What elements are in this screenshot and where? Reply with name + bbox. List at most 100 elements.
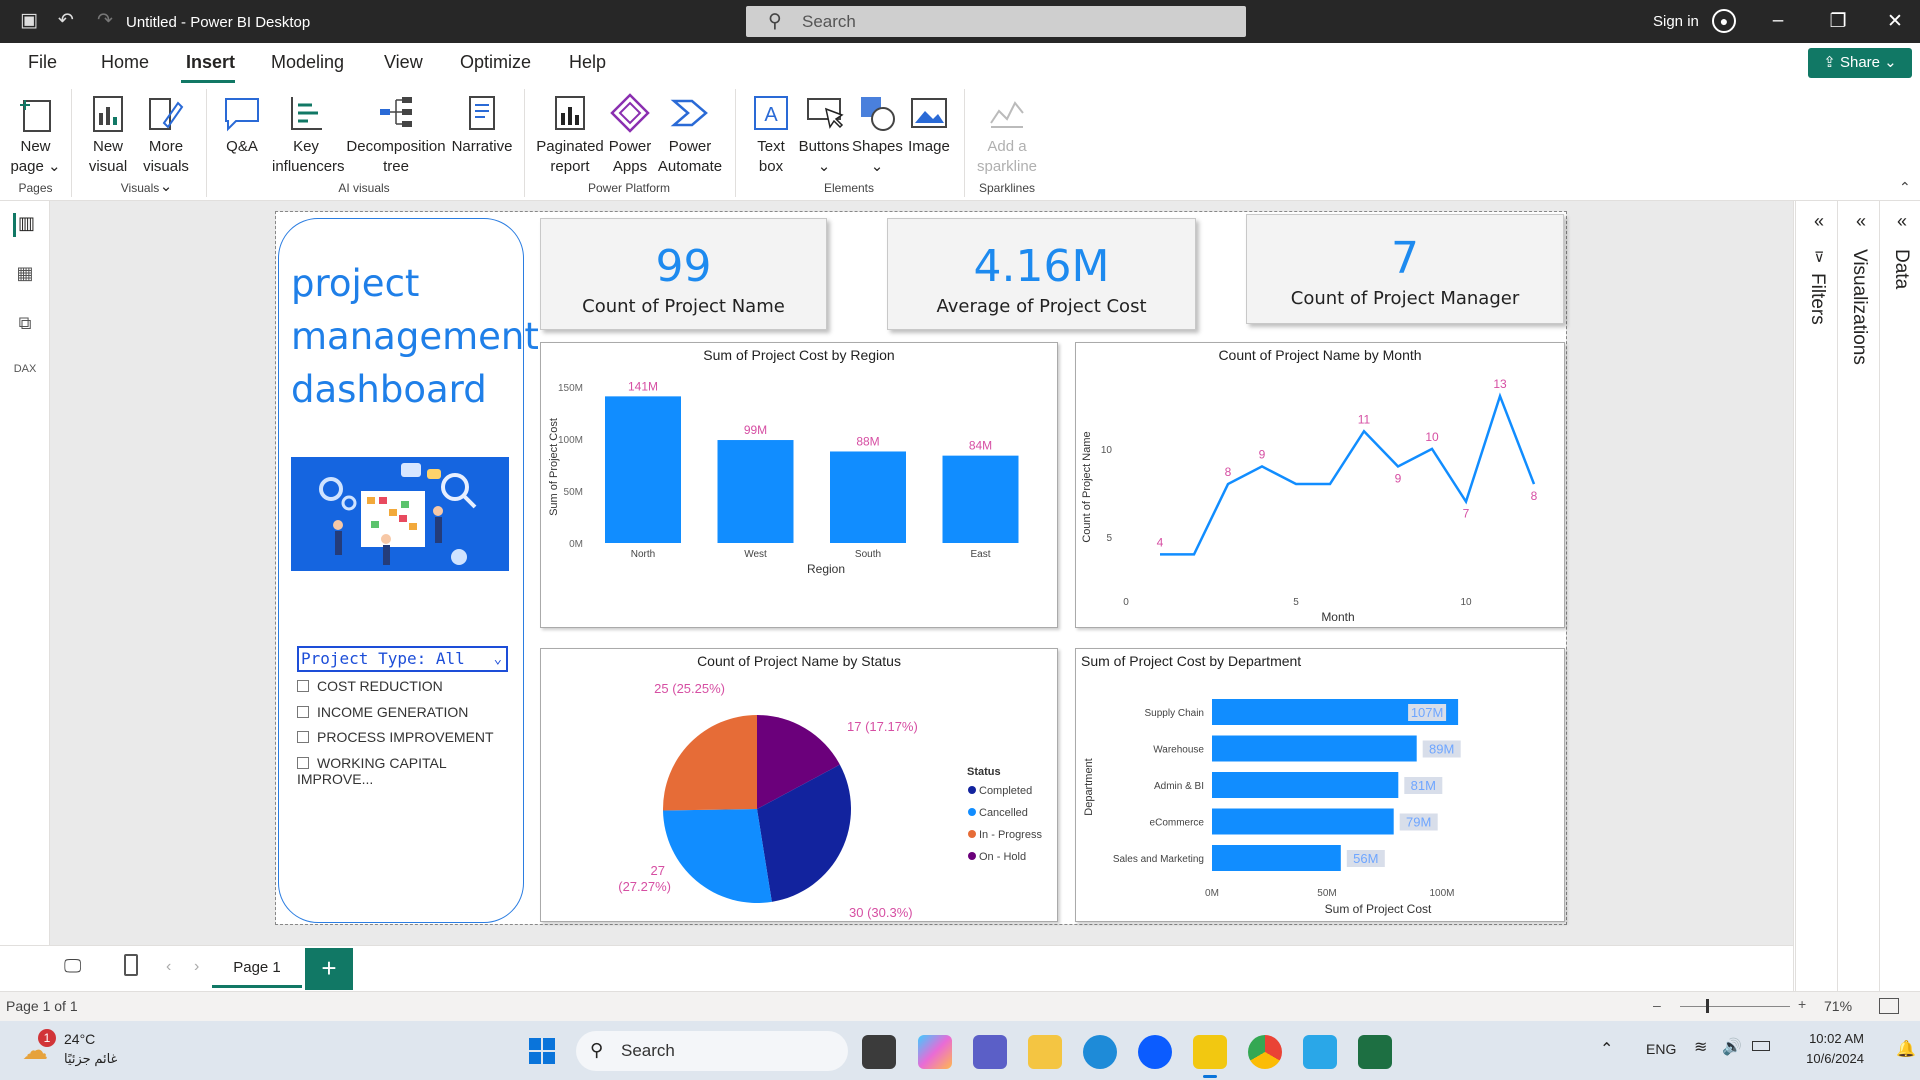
expand-data-icon[interactable]: « <box>1897 211 1908 231</box>
zoom-in-icon[interactable]: + <box>1798 996 1807 1012</box>
account-icon[interactable]: ● <box>1712 9 1736 33</box>
volume-icon[interactable]: 🔊 <box>1722 1039 1742 1056</box>
chrome-icon[interactable] <box>1248 1035 1282 1069</box>
search-input[interactable]: ⚲ Search <box>746 6 1246 37</box>
data-pane-tab[interactable]: Data <box>1891 249 1912 290</box>
kpi-card-average-cost[interactable]: 4.16M Average of Project Cost <box>887 218 1196 330</box>
edge-icon[interactable] <box>1083 1035 1117 1069</box>
redo-icon[interactable]: ↷ <box>97 10 113 31</box>
start-icon[interactable] <box>528 1037 556 1065</box>
more-visuals-button[interactable]: More visuals ⌄ <box>138 83 194 197</box>
input-language[interactable]: ENG <box>1646 1041 1677 1057</box>
power-bi-icon[interactable] <box>1193 1035 1227 1069</box>
tab-insert[interactable]: Insert <box>186 52 236 72</box>
y-tick-label: Supply Chain <box>1145 708 1204 719</box>
narrative-button[interactable]: Narrative <box>450 83 514 157</box>
department-bar-chart[interactable]: Sum of Project Cost by Department Supply… <box>1075 648 1565 922</box>
key-influencers-button[interactable]: Key influencers <box>272 83 345 177</box>
tab-optimize[interactable]: Optimize <box>460 52 532 72</box>
slicer-option-label: WORKING CAPITAL IMPROVE... <box>297 755 447 787</box>
close-icon[interactable]: ✕ <box>1887 11 1903 32</box>
text-box-button[interactable]: A Text box <box>744 83 798 177</box>
file-explorer-icon[interactable] <box>1028 1035 1062 1069</box>
scroll-left-icon[interactable]: ‹ <box>166 958 172 975</box>
region-bar-chart[interactable]: Sum of Project Cost by Region 0M 50M 100M 1… <box>540 342 1058 628</box>
undo-icon[interactable]: ↶ <box>58 10 74 31</box>
buttons-button[interactable]: Buttons ⌄ <box>798 83 850 177</box>
excel-icon[interactable] <box>1358 1035 1392 1069</box>
teams-icon[interactable] <box>973 1035 1007 1069</box>
image-button[interactable]: Image <box>904 83 954 157</box>
project-type-slicer[interactable]: Project Type: All ⌄ <box>297 646 508 672</box>
collapse-ribbon-icon[interactable]: ⌃ <box>1899 179 1911 195</box>
decomposition-tree-button[interactable]: Decomposition tree <box>344 83 448 177</box>
photos-icon[interactable] <box>1303 1035 1337 1069</box>
add-page-button[interactable]: + <box>305 948 353 990</box>
legend-item: In - Progress <box>979 829 1042 841</box>
qa-label: Q&A <box>226 138 258 155</box>
slicer-option[interactable]: WORKING CAPITAL IMPROVE... <box>297 755 523 787</box>
filters-pane-tab[interactable]: Filters <box>1807 273 1828 325</box>
model-view-icon[interactable]: ⧉ <box>18 313 32 333</box>
kpi-card-project-count[interactable]: 99 Count of Project Name <box>540 218 827 330</box>
report-view-icon[interactable]: ▥ <box>13 213 37 237</box>
paginated-report-button[interactable]: Paginated report <box>534 83 606 177</box>
slicer-option[interactable]: PROCESS IMPROVEMENT <box>297 729 494 745</box>
copilot-icon[interactable] <box>918 1035 952 1069</box>
desktop-layout-icon[interactable]: 🖵 <box>64 956 82 976</box>
battery-icon[interactable] <box>1752 1041 1770 1051</box>
share-button[interactable]: ⇪ Share ⌄ <box>1808 48 1912 78</box>
zoom-slider-thumb[interactable] <box>1706 999 1709 1013</box>
month-line-chart[interactable]: Count of Project Name by Month 0 5 10 5 10 4 8… <box>1075 342 1565 628</box>
tab-modeling[interactable]: Modeling <box>271 52 345 72</box>
visualizations-pane-tab[interactable]: Visualizations <box>1849 249 1870 365</box>
shapes-button[interactable]: Shapes ⌄ <box>852 83 903 177</box>
new-visual-button[interactable]: New visual <box>80 83 136 177</box>
table-view-icon[interactable]: ▦ <box>16 263 34 283</box>
sign-in-link[interactable]: Sign in <box>1653 13 1699 30</box>
zoom-slider[interactable] <box>1680 1006 1790 1007</box>
expand-filters-icon[interactable]: « <box>1814 211 1825 231</box>
zoom-app-icon[interactable] <box>1138 1035 1172 1069</box>
new-page-button[interactable]: New page ⌄ <box>8 83 63 177</box>
slice-label: 25 (25.25%) <box>654 681 725 696</box>
save-icon[interactable]: ▣ <box>20 10 38 31</box>
status-pie-chart[interactable]: Count of Project Name by Status 30 (30.3… <box>540 648 1058 922</box>
slicer-option-label: PROCESS IMPROVEMENT <box>317 729 494 745</box>
department-bar-chart-svg: Supply Chain 107M Warehouse 89M Admin & BI 81… <box>1083 699 1461 916</box>
checkbox-icon[interactable] <box>297 706 309 718</box>
dax-query-icon[interactable]: DAX <box>13 363 37 375</box>
kpi-card-manager-count[interactable]: 7 Count of Project Manager <box>1246 214 1564 324</box>
taskbar-search[interactable]: ⚲ Search <box>576 1031 848 1071</box>
task-view-icon[interactable] <box>862 1035 896 1069</box>
add-sparkline-button[interactable]: Add a sparkline <box>972 83 1042 177</box>
notifications-icon[interactable]: 🔔 <box>1896 1041 1916 1058</box>
minimize-icon[interactable]: – <box>1772 10 1784 31</box>
slicer-option[interactable]: COST REDUCTION <box>297 678 443 694</box>
more-visuals-label-2: visuals <box>143 158 189 175</box>
expand-visualizations-icon[interactable]: « <box>1856 211 1867 231</box>
checkbox-icon[interactable] <box>297 680 309 692</box>
zoom-out-icon[interactable]: – <box>1653 997 1661 1013</box>
mobile-layout-icon[interactable] <box>124 954 138 976</box>
tab-help[interactable]: Help <box>569 52 607 72</box>
checkbox-icon[interactable] <box>297 757 309 769</box>
tab-home[interactable]: Home <box>101 52 150 72</box>
power-automate-button[interactable]: Power Automate <box>656 83 724 177</box>
scroll-right-icon[interactable]: › <box>194 958 200 975</box>
checkbox-icon[interactable] <box>297 731 309 743</box>
wifi-icon[interactable]: ≋ <box>1694 1039 1708 1056</box>
clock-date[interactable]: 10/6/2024 <box>1806 1051 1864 1066</box>
x-axis-title: Sum of Project Cost <box>1325 902 1432 916</box>
page-tab-page-1[interactable]: Page 1 <box>212 948 302 988</box>
show-hidden-icons-icon[interactable]: ⌃ <box>1600 1041 1614 1058</box>
clock-time[interactable]: 10:02 AM <box>1809 1031 1864 1046</box>
tab-file[interactable]: File <box>28 52 58 72</box>
restore-icon[interactable]: ❐ <box>1829 11 1847 32</box>
fit-to-page-icon[interactable] <box>1879 998 1899 1014</box>
slicer-option[interactable]: INCOME GENERATION <box>297 704 468 720</box>
tab-view[interactable]: View <box>384 52 423 72</box>
power-apps-button[interactable]: Power Apps <box>606 83 654 177</box>
ribbon-separator <box>735 89 736 197</box>
qa-button[interactable]: Q&A <box>214 83 270 157</box>
